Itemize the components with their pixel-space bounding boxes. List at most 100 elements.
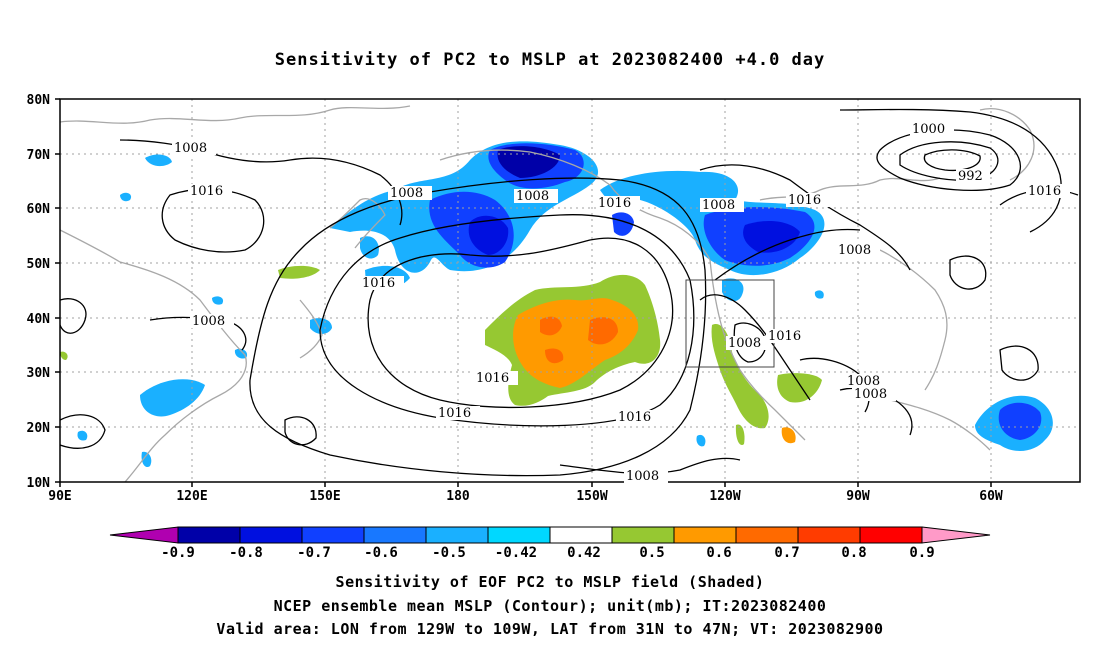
neg-region-small3 — [212, 296, 224, 305]
contour-label: 1008 — [847, 374, 880, 389]
lon-label: 120E — [176, 489, 207, 504]
coast-japan — [299, 299, 323, 359]
coast-asia-arctic — [60, 105, 411, 124]
colorbar-min-triangle — [109, 526, 179, 544]
contour-992-low — [923, 149, 981, 172]
coast-east-us — [879, 249, 948, 391]
contour-1016-canada — [714, 228, 861, 281]
coast-alaska — [439, 149, 711, 261]
neg-region-scs — [140, 379, 205, 417]
colorbar-label: 0.9 — [909, 545, 934, 561]
lat-label: 20N — [27, 421, 51, 436]
coastlines — [60, 105, 1035, 482]
coast-greenland — [979, 108, 1035, 181]
contour-label: 1016 — [788, 193, 821, 208]
colorbar-label: -0.6 — [364, 545, 398, 561]
contour-label: 1008 — [174, 141, 207, 156]
colorbar-swatch — [363, 526, 427, 544]
valid-area-box — [685, 279, 775, 368]
caption-line-1: Sensitivity of EOF PC2 to MSLP field (Sh… — [335, 573, 765, 591]
lat-label: 30N — [27, 366, 51, 381]
contour-label: 1000 — [912, 122, 945, 137]
colorbar-labels: -0.9 -0.8 -0.7 -0.6 -0.5 -0.42 0.42 0.5 … — [161, 545, 935, 561]
neg-peak-bering — [468, 215, 509, 255]
colorbar-swatch — [549, 526, 613, 544]
pos-region-mexico — [735, 424, 745, 446]
pos-peak-pacific-a — [540, 316, 562, 336]
lon-label: 90W — [846, 489, 870, 504]
sensitivity-shading — [60, 141, 1053, 468]
colorbar-swatch — [673, 526, 737, 544]
contour-1016-pacific-high — [367, 237, 674, 409]
neg-region-siberia — [145, 154, 172, 167]
colorbar-label: 0.7 — [774, 545, 799, 561]
lon-label: 150W — [576, 489, 607, 504]
pos-core-mexico — [781, 427, 796, 444]
colorbar-swatch — [611, 526, 675, 544]
contour-label: 1016 — [190, 184, 223, 199]
lon-label: 90E — [48, 489, 71, 504]
pos-region-baja — [711, 324, 769, 429]
contour-label: 1016 — [768, 329, 801, 344]
coast-north-america-west — [709, 259, 806, 441]
pos-region-west — [60, 351, 68, 360]
neg-region-seattle — [722, 278, 744, 302]
colorbar-label: 0.6 — [706, 545, 731, 561]
colorbar-swatch — [735, 526, 799, 544]
lat-label: 40N — [27, 312, 51, 327]
colorbar-label: 0.8 — [841, 545, 866, 561]
colorbar-label: -0.5 — [432, 545, 466, 561]
caption-line-3: Valid area: LON from 129W to 109W, LAT f… — [216, 620, 884, 638]
contour-label: 1016 — [618, 410, 651, 425]
neg-region-small5 — [77, 430, 88, 441]
coast-caribbean — [889, 399, 991, 451]
lon-label: 180 — [446, 489, 470, 504]
lat-label: 50N — [27, 257, 51, 272]
neg-core-atlantic — [998, 402, 1042, 440]
neg-region-small6 — [696, 434, 706, 447]
pos-core-pacific — [513, 298, 639, 388]
lon-label: 150E — [309, 489, 340, 504]
neg-core-alaska — [612, 212, 634, 236]
contour-1008-tropics — [559, 457, 741, 475]
lon-label: 60W — [979, 489, 1003, 504]
lat-label: 80N — [27, 93, 51, 108]
neg-region-kamchatka — [360, 236, 379, 259]
colorbar-label: -0.9 — [161, 545, 195, 561]
neg-region-small1 — [120, 192, 132, 202]
colorbar-label: 0.42 — [567, 545, 601, 561]
pos-region-gulf — [777, 373, 822, 403]
contour-label: 1016 — [362, 276, 395, 291]
pos-peak-pacific-b — [588, 317, 618, 345]
contour-label: 1016 — [1028, 184, 1061, 199]
contour-1008-atlantic — [839, 108, 1062, 233]
colorbar-label: -0.42 — [495, 545, 537, 561]
lat-label: 60N — [27, 202, 51, 217]
contour-1008-outer — [249, 177, 707, 477]
contour-misc-3 — [284, 416, 317, 446]
colorbar-swatch — [487, 526, 551, 544]
caption-line-2: NCEP ensemble mean MSLP (Contour); unit(… — [273, 597, 827, 615]
pos-region-siberia — [278, 265, 320, 279]
tick-marks — [55, 98, 992, 487]
contour-996-low — [899, 141, 999, 181]
contour-label: 1008 — [626, 469, 659, 484]
coast-asia-east — [60, 229, 247, 482]
contour-1016-west-us — [699, 294, 811, 401]
contour-label: 1008 — [192, 314, 225, 329]
contour-wave-south — [60, 414, 106, 449]
neg-region-small4 — [234, 348, 248, 359]
contour-label: 1008 — [854, 387, 887, 402]
contour-1000-low — [876, 129, 1021, 191]
colorbar-label: 0.5 — [639, 545, 664, 561]
lon-label: 120W — [709, 489, 740, 504]
contour-misc-2 — [999, 345, 1039, 381]
colorbar-label: -0.8 — [229, 545, 263, 561]
contour-label: 1008 — [516, 189, 549, 204]
lat-label: 70N — [27, 148, 51, 163]
map-title: Sensitivity of PC2 to MSLP at 2023082400… — [274, 50, 826, 70]
colorbar-swatch — [797, 526, 861, 544]
contour-label: 1016 — [598, 196, 631, 211]
colorbar-swatch — [301, 526, 365, 544]
neg-peak-canada — [743, 220, 800, 253]
